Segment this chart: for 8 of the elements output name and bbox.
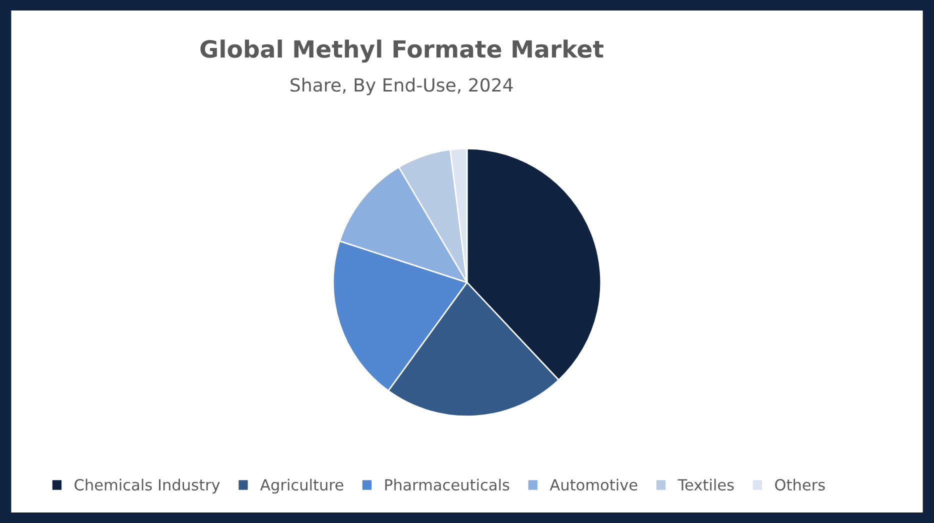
legend-label: Automotive — [550, 478, 638, 491]
legend-label: Others — [775, 478, 825, 491]
chart-subtitle: Share, By End-Use, 2024 — [290, 78, 513, 96]
chart-title: Global Methyl Formate Market — [200, 40, 604, 63]
legend-label: Textiles — [678, 478, 734, 491]
legend-label: Agriculture — [260, 478, 344, 494]
legend-label: Chemicals Industry — [74, 478, 220, 494]
legend-label: Pharmaceuticals — [385, 478, 510, 491]
